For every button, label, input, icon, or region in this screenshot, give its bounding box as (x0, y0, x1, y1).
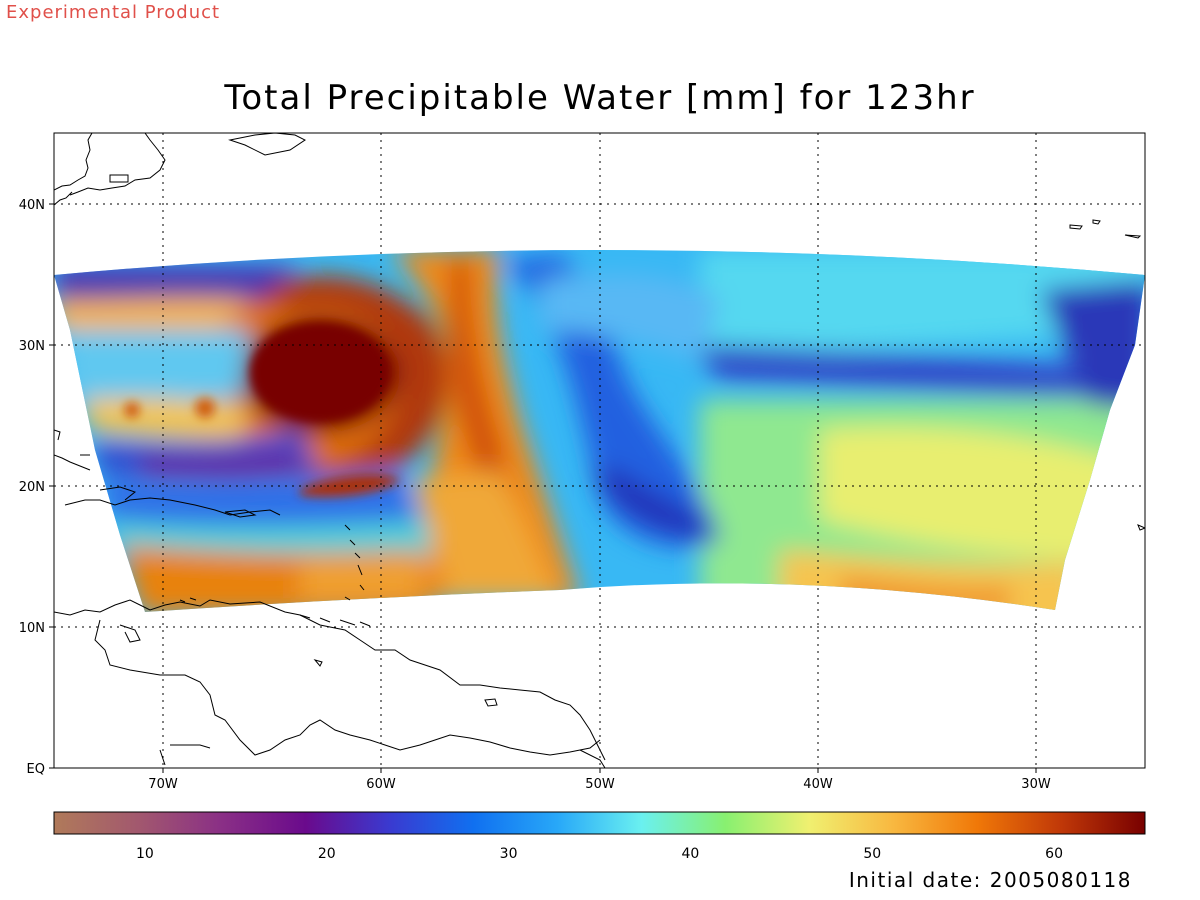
tpw-field (54, 250, 1145, 612)
colorbar-tick-label: 30 (500, 846, 518, 862)
colorbar-tick-label: 60 (1045, 846, 1063, 862)
coastlines (54, 133, 1145, 768)
x-tick-label: 60W (366, 777, 396, 792)
colorbar-tick-label: 40 (682, 846, 700, 862)
x-tick-label: 30W (1021, 777, 1051, 792)
colorbar-labels: 10 20 30 40 50 60 (136, 846, 1063, 862)
colorbar: 10 20 30 40 50 60 (53, 811, 1146, 862)
experimental-product-label: Experimental Product (6, 2, 221, 23)
colorbar-tick-label: 50 (863, 846, 881, 862)
colorbar-tick-label: 10 (136, 846, 154, 862)
colorbar-gradient (53, 811, 1146, 835)
x-tick-label: 70W (148, 777, 178, 792)
y-tick-label: 20N (19, 480, 45, 495)
x-tick-label: 40W (803, 777, 833, 792)
map-title: Total Precipitable Water [mm] for 123hr (224, 78, 976, 118)
initial-date-label: Initial date: 2005080118 (848, 868, 1132, 892)
colorbar-tick-label: 20 (318, 846, 336, 862)
y-tick-label: 30N (19, 339, 45, 354)
y-tick-label: 40N (19, 198, 45, 213)
x-axis-labels: 70W 60W 50W 40W 30W (148, 777, 1051, 792)
y-tick-label: EQ (27, 762, 45, 777)
graticule (54, 133, 1145, 768)
y-tick-label: 10N (19, 621, 45, 636)
axis-ticks (49, 203, 1037, 773)
y-axis-labels: EQ 10N 20N 30N 40N (19, 198, 45, 777)
x-tick-label: 50W (585, 777, 615, 792)
